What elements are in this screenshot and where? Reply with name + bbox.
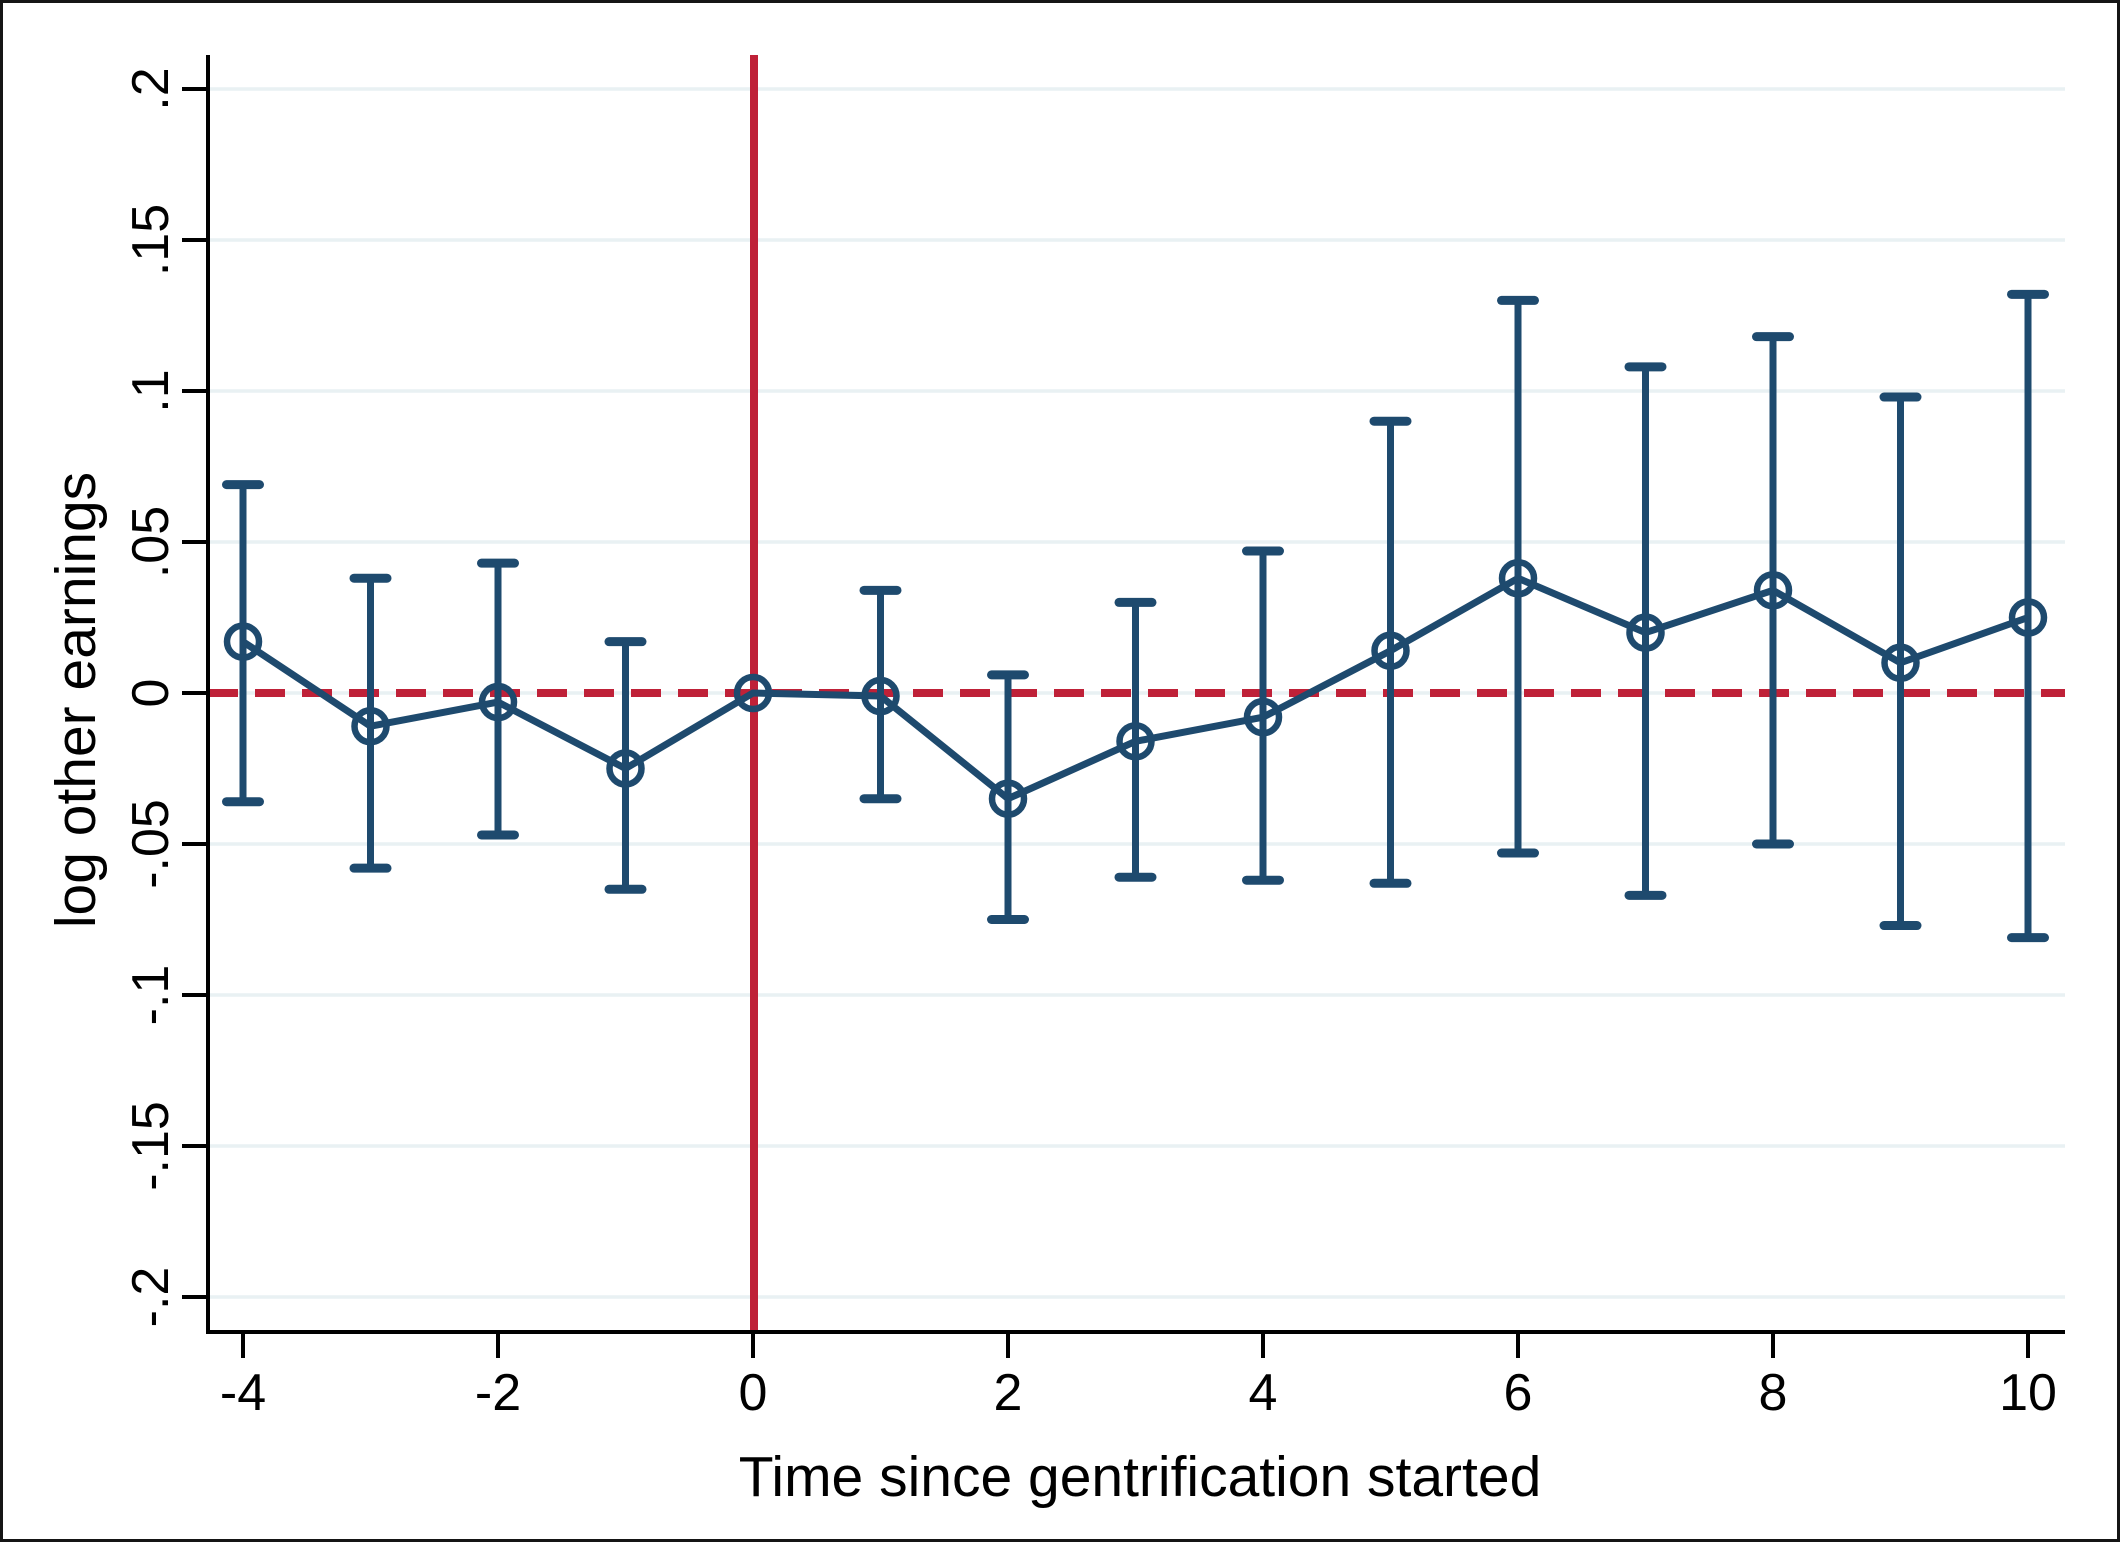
y-tick-label: -.1 [122, 965, 180, 1026]
data-point-marker [2008, 598, 2048, 637]
data-point-marker [1243, 697, 1283, 737]
tick-labels: .2 .15 .1 .05 0 -.05 -.1 -.15 -.2 -4 -2 0 2 4 6 8 10 [122, 67, 2057, 1422]
x-tick-label: 10 [1999, 1364, 2057, 1422]
x-tick-label: 6 [1504, 1364, 1533, 1422]
data-point-marker [478, 682, 518, 722]
data-point-marker [1626, 613, 1665, 652]
y-tick-label: .15 [122, 204, 180, 276]
y-tick-label: .05 [122, 506, 180, 578]
x-tick-label: -4 [220, 1364, 266, 1422]
confidence-interval [2007, 289, 2049, 943]
y-tick-label: .1 [122, 369, 180, 412]
y-axis-title: log other earnings [44, 472, 108, 928]
y-tick-label: 0 [122, 679, 180, 708]
x-axis-title: Time since gentrification started [739, 1445, 1542, 1509]
data-point-marker [1881, 643, 1920, 683]
data-point-marker [1753, 571, 1793, 610]
data-point-marker [351, 706, 390, 746]
x-tick-label: 4 [1249, 1364, 1278, 1422]
data-point-marker [606, 749, 645, 788]
data-point-marker [223, 622, 263, 661]
data-point-marker [988, 779, 1028, 818]
x-tick-label: 2 [994, 1364, 1023, 1422]
y-tick-label: -.05 [122, 799, 180, 889]
y-tick-label: -.2 [122, 1267, 180, 1328]
data-point-marker [1116, 722, 1155, 761]
y-tick-label: -.15 [122, 1101, 180, 1191]
coefficient-series [223, 558, 2048, 818]
data-point-marker [1498, 558, 1538, 598]
data-point-marker [733, 673, 773, 713]
y-tick-label: .2 [122, 67, 180, 110]
x-tick-label: 0 [739, 1364, 768, 1422]
x-tick-label: 8 [1759, 1364, 1788, 1422]
x-tick-label: -2 [475, 1364, 521, 1422]
coefficient-line [241, 574, 2030, 803]
axes [182, 55, 2065, 1358]
data-point-marker [1371, 631, 1410, 670]
data-point-marker [861, 676, 900, 716]
